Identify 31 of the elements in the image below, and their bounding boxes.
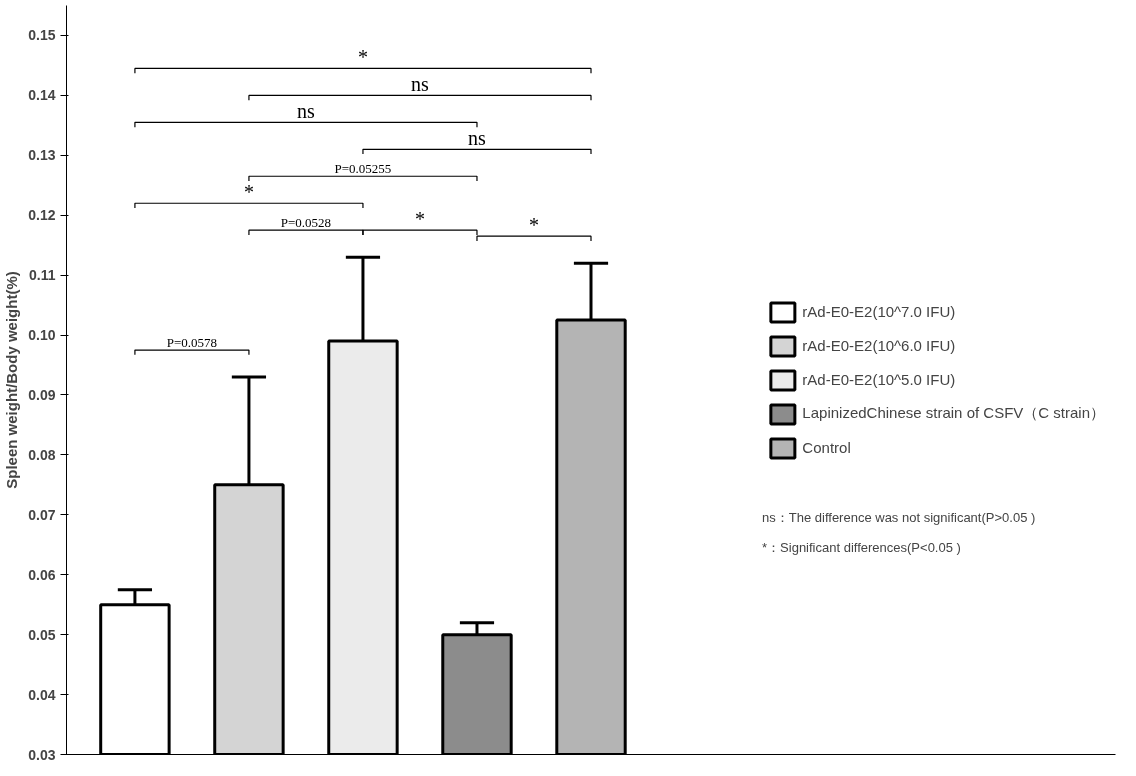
text: *：Significant differences(P<0.05 )	[762, 539, 961, 555]
y-tick-label: 0.09	[28, 386, 56, 403]
text: ns：The difference was not significant(P>0.05 )	[762, 509, 1036, 525]
y-tick-label: 0.06	[28, 566, 56, 583]
annotation: P=0.0578	[166, 335, 218, 351]
y-tick-label: 0.13	[28, 147, 56, 164]
annotation: *	[414, 208, 425, 231]
y-tick-label: 0.12	[28, 207, 56, 224]
legend-label: rAd-E0-E2(10^5.0 IFU)	[802, 371, 956, 388]
annotation: *	[243, 181, 254, 204]
y-tick-label: 0.10	[28, 327, 56, 344]
annotation: *	[357, 46, 368, 69]
y-tick-label: 0.14	[28, 87, 56, 104]
legend-label: LapinizedChinese strain of CSFV（C strain）	[802, 404, 1105, 423]
y-tick-label: 0.15	[28, 27, 56, 44]
y-tick-label: 0.08	[28, 446, 56, 463]
y-tick-label: 0.03	[28, 746, 56, 763]
y-axis-title: Spleen weight/Body weight(%)	[3, 271, 21, 489]
y-tick-label: 0.11	[29, 267, 56, 284]
annotation: ns	[411, 73, 430, 96]
legend-label: rAd-E0-E2(10^6.0 IFU)	[802, 337, 956, 354]
y-tick-label: 0.05	[28, 626, 56, 643]
annotation: *	[528, 214, 539, 237]
legend-label: Control	[802, 439, 851, 456]
annotation: ns	[297, 100, 316, 123]
annotation: P=0.05255	[334, 161, 392, 177]
annotation: P=0.0528	[280, 215, 332, 231]
y-tick-label: 0.04	[28, 686, 56, 703]
annotation: ns	[468, 127, 487, 150]
y-tick-label: 0.07	[28, 506, 56, 523]
legend-label: rAd-E0-E2(10^7.0 IFU)	[802, 303, 956, 320]
